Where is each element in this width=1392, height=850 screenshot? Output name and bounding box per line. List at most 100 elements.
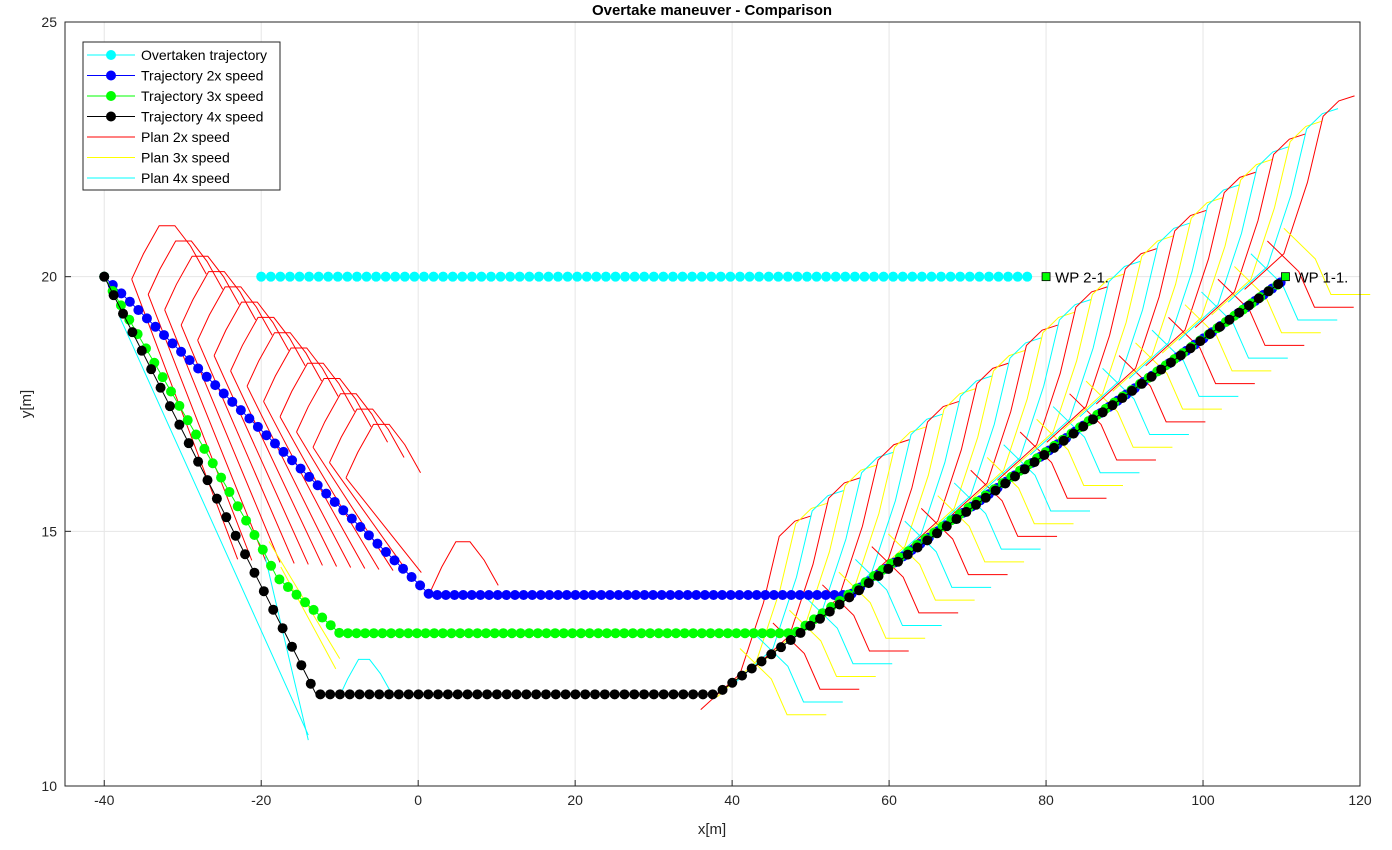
trajectory-point bbox=[773, 271, 784, 282]
x-tick-label: 60 bbox=[881, 792, 897, 808]
trajectory-point bbox=[257, 544, 268, 555]
trajectory-point bbox=[580, 689, 591, 700]
trajectory-point bbox=[576, 628, 587, 639]
legend-marker bbox=[106, 50, 116, 60]
trajectory-point bbox=[688, 689, 699, 700]
plan-line bbox=[131, 225, 207, 280]
trajectory-point bbox=[1175, 350, 1186, 361]
trajectory-point bbox=[164, 401, 175, 412]
trajectory-point bbox=[610, 271, 621, 282]
trajectory-point bbox=[484, 590, 495, 600]
trajectory-point bbox=[706, 271, 717, 282]
trajectory-point bbox=[266, 560, 277, 571]
trajectory-point bbox=[457, 271, 468, 282]
trajectory-point bbox=[418, 271, 429, 282]
trajectory-point bbox=[844, 592, 855, 603]
trajectory-point bbox=[325, 620, 336, 631]
trajectory-point bbox=[321, 488, 332, 499]
plan-line bbox=[164, 255, 240, 310]
trajectory-point bbox=[717, 684, 728, 695]
waypoint-marker bbox=[1041, 272, 1051, 282]
trajectory-point bbox=[325, 689, 336, 700]
trajectory-point bbox=[1000, 478, 1011, 489]
trajectory-point bbox=[334, 689, 345, 700]
trajectory-point bbox=[389, 555, 400, 566]
trajectory-point bbox=[159, 330, 169, 341]
trajectory-point bbox=[766, 649, 777, 660]
plan-line bbox=[1161, 159, 1273, 354]
trajectory-point bbox=[524, 271, 535, 282]
trajectory-point bbox=[540, 689, 551, 700]
trajectory-point bbox=[428, 271, 439, 282]
trajectory-point bbox=[550, 689, 561, 700]
plan-line bbox=[1030, 260, 1141, 456]
trajectory-point bbox=[1136, 378, 1147, 389]
trajectory-point bbox=[599, 689, 610, 700]
trajectory-point bbox=[1204, 328, 1215, 339]
trajectory-point bbox=[561, 590, 572, 600]
trajectory-point bbox=[191, 429, 202, 440]
trajectory-point bbox=[662, 628, 673, 639]
trajectory-point bbox=[656, 590, 667, 600]
trajectory-point bbox=[888, 271, 899, 282]
trajectory-point bbox=[581, 271, 592, 282]
trajectory-point bbox=[1087, 414, 1098, 425]
trajectory-point bbox=[604, 590, 615, 600]
trajectory-point bbox=[390, 271, 401, 282]
trajectory-point bbox=[166, 386, 176, 397]
trajectory-point bbox=[696, 628, 707, 639]
trajectory-point bbox=[811, 271, 822, 282]
trajectory-point bbox=[570, 590, 581, 600]
plan-line bbox=[980, 299, 1091, 494]
trajectory-point bbox=[570, 689, 581, 700]
x-axis-label: x[m] bbox=[698, 821, 726, 838]
trajectory-point bbox=[567, 628, 578, 639]
plan-line bbox=[964, 311, 1075, 507]
trajectory-point bbox=[840, 271, 851, 282]
trajectory-point bbox=[315, 689, 326, 700]
trajectory-point bbox=[351, 628, 362, 639]
trajectory-point bbox=[619, 628, 630, 639]
trajectory-point bbox=[754, 271, 765, 282]
plan-line bbox=[345, 423, 421, 479]
legend-label: Trajectory 3x speed bbox=[141, 88, 263, 104]
plan-line bbox=[1194, 133, 1306, 328]
trajectory-point bbox=[708, 590, 719, 600]
trajectory-point bbox=[725, 271, 736, 282]
trajectory-point bbox=[674, 590, 684, 600]
y-tick-label: 10 bbox=[41, 778, 57, 794]
trajectory-point bbox=[354, 689, 365, 700]
trajectory-point bbox=[1234, 307, 1245, 318]
trajectory-point bbox=[544, 590, 555, 600]
trajectory-point bbox=[725, 590, 736, 600]
trajectory-point bbox=[971, 499, 981, 510]
trajectory-point bbox=[553, 590, 564, 600]
trajectory-point bbox=[878, 271, 889, 282]
trajectory-point bbox=[562, 271, 573, 282]
plan-line bbox=[264, 556, 309, 741]
trajectory-point bbox=[296, 660, 307, 671]
trajectory-point bbox=[932, 528, 943, 539]
trajectory-point bbox=[609, 689, 620, 700]
trajectory-point bbox=[446, 628, 457, 639]
legend-marker bbox=[106, 91, 116, 101]
chart-title: Overtake maneuver - Comparison bbox=[592, 2, 832, 19]
x-tick-label: 100 bbox=[1191, 792, 1215, 808]
plan-line bbox=[931, 337, 1042, 532]
trajectory-point bbox=[691, 590, 702, 600]
trajectory-point bbox=[854, 585, 865, 596]
trajectory-point bbox=[342, 628, 353, 639]
trajectory-point bbox=[495, 271, 506, 282]
trajectory-point bbox=[344, 689, 355, 700]
trajectory-point bbox=[268, 604, 279, 615]
plan-line bbox=[296, 378, 372, 433]
trajectory-point bbox=[658, 271, 669, 282]
trajectory-point bbox=[593, 628, 604, 639]
x-tick-label: 80 bbox=[1038, 792, 1054, 808]
trajectory-point bbox=[1022, 271, 1033, 282]
y-tick-label: 15 bbox=[41, 523, 57, 539]
trajectory-point bbox=[449, 590, 460, 600]
trajectory-point bbox=[941, 521, 952, 532]
trajectory-point bbox=[945, 271, 956, 282]
trajectory-point bbox=[403, 689, 414, 700]
